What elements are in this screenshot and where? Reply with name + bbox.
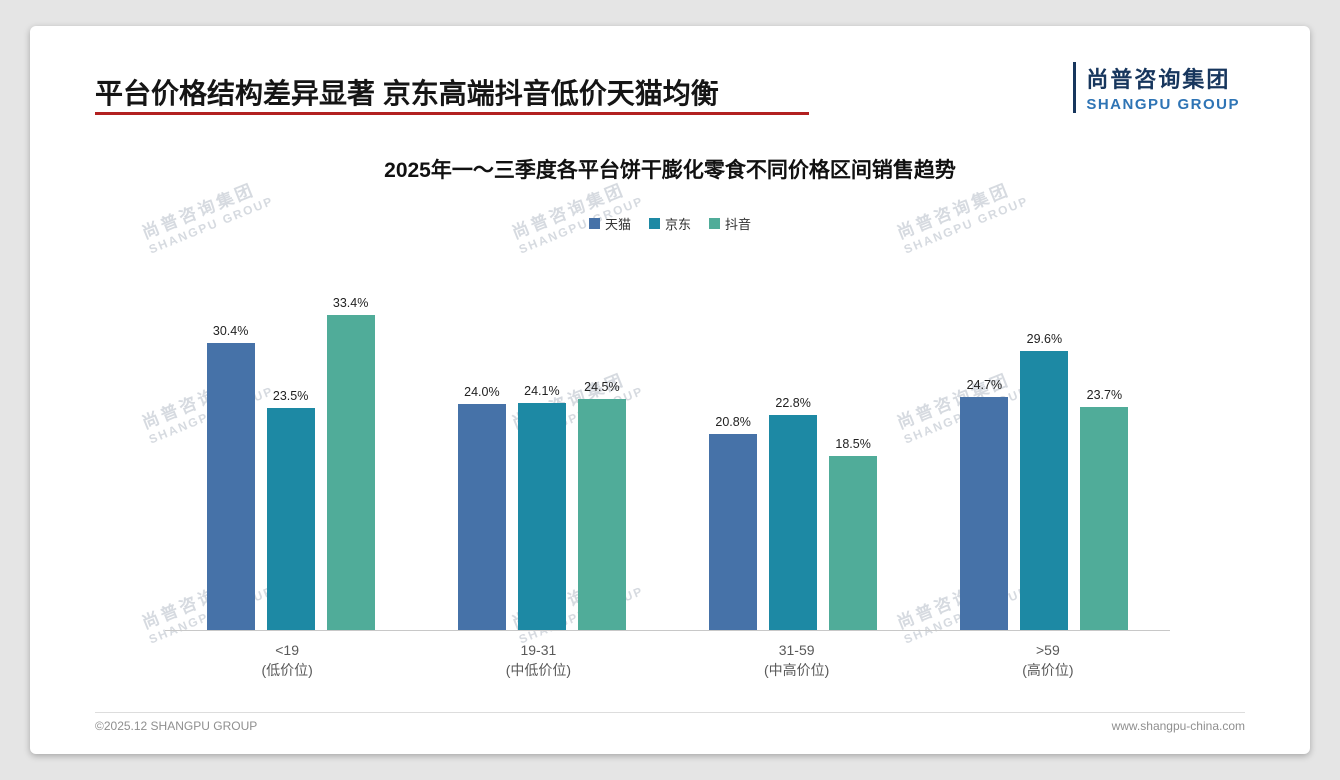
bar-value-label: 24.1% [524, 383, 560, 398]
legend-label: 京东 [664, 217, 691, 232]
category-range: 31-59 [778, 642, 815, 658]
category-range: >59 [1035, 642, 1060, 658]
company-logo: 尚普咨询集团 SHANGPU GROUP [1073, 62, 1240, 113]
chart-legend: 天猫 京东 抖音 [30, 214, 1310, 233]
bar-wrap: 33.4% [326, 296, 375, 630]
legend-item-天猫: 天猫 [588, 214, 631, 233]
slide-content: 平台价格结构差异显著 京东高端抖音低价天猫均衡 尚普咨询集团 SHANGPU G… [30, 26, 1310, 754]
bar-抖音->59 [1080, 406, 1129, 630]
category-range: <19 [275, 642, 299, 658]
bar-group->59: 24.7% 29.6% 23.7% [960, 331, 1129, 630]
category-axis: <19 (低价位) 19-31 (中低价位) 31-59 (中高价位) >59 (高价位) [165, 631, 1170, 681]
category-range: 19-31 [520, 642, 557, 658]
bar-京东->59 [1020, 350, 1069, 630]
category-label-31-59: 31-59 (中高价位) [764, 640, 829, 681]
bar-value-label: 20.8% [715, 414, 751, 429]
bar-value-label: 22.8% [775, 396, 811, 410]
slide-card: 尚普咨询集团 SHANGPU GROUP 尚普咨询集团 SHANGPU GROUP 尚普… [30, 26, 1310, 754]
bar-value-label: 24.0% [464, 384, 500, 399]
bar-天猫-19-31 [457, 403, 506, 630]
logo-chinese-name: 尚普咨询集团 [1086, 67, 1231, 92]
slide-title: 平台价格结构差异显著 京东高端抖音低价天猫均衡 [95, 78, 719, 109]
bar-wrap: 29.6% [1020, 331, 1069, 630]
legend-label: 抖音 [725, 217, 752, 232]
legend-item-抖音: 抖音 [709, 214, 751, 233]
footer-divider [95, 712, 1245, 713]
title-underline [95, 112, 809, 115]
footer-copyright: ©2025.12 SHANGPU GROUP [95, 719, 258, 733]
category-label->59: >59 (高价位) [1022, 640, 1073, 681]
bar-value-label: 23.5% [272, 389, 309, 404]
bar-wrap: 20.8% [709, 414, 758, 630]
bar-value-label: 24.7% [966, 378, 1003, 393]
bar-value-label: 18.5% [835, 436, 871, 451]
bar-wrap: 30.4% [206, 324, 255, 630]
bar-value-label: 23.7% [1086, 387, 1123, 402]
bar-天猫-31-59 [709, 433, 758, 630]
bar-wrap: 22.8% [769, 396, 818, 630]
legend-label: 天猫 [604, 217, 631, 232]
bar-wrap: 24.1% [517, 383, 566, 630]
category-label-19-31: 19-31 (中低价位) [506, 640, 571, 681]
bar-天猫->59 [960, 397, 1009, 630]
legend-swatch [588, 218, 600, 229]
bar-wrap: 23.5% [266, 389, 315, 630]
category-tier: (中低价位) [505, 662, 572, 679]
bar-wrap: 24.0% [457, 384, 506, 630]
bar-京东-19-31 [517, 402, 566, 630]
bar-value-label: 33.4% [332, 296, 369, 311]
bar-天猫-<19 [206, 343, 255, 630]
bar-value-label: 24.5% [584, 380, 620, 394]
bar-wrap: 24.7% [960, 378, 1009, 630]
legend-swatch [648, 218, 660, 229]
plot-area: 30.4% 23.5% 33.4% 24.0% 24.1% 24.5% 20.8% 22.8%… [165, 288, 1170, 631]
bar-group-31-59: 20.8% 22.8% 18.5% [709, 396, 878, 630]
category-tier: (低价位) [261, 662, 313, 679]
bar-wrap: 18.5% [829, 436, 878, 630]
category-label-<19: <19 (低价位) [261, 640, 312, 681]
legend-swatch [709, 218, 720, 229]
chart-title: 2025年一～三季度各平台饼干膨化零食不同价格区间销售趋势 [384, 159, 956, 182]
legend-item-京东: 京东 [648, 214, 691, 233]
bar-value-label: 29.6% [1026, 331, 1063, 346]
bar-value-label: 30.4% [212, 324, 249, 339]
bar-京东-<19 [266, 408, 315, 630]
logo-english-name: SHANGPU GROUP [1086, 96, 1240, 113]
bar-抖音-19-31 [577, 399, 626, 630]
bar-抖音-<19 [326, 315, 375, 630]
category-tier: (高价位) [1022, 662, 1074, 679]
bar-chart: 30.4% 23.5% 33.4% 24.0% 24.1% 24.5% 20.8% 22.8%… [165, 288, 1170, 681]
bar-京东-31-59 [769, 415, 818, 630]
footer-website: www.shangpu-china.com [1111, 719, 1245, 733]
category-tier: (中高价位) [763, 662, 830, 679]
bar-group-19-31: 24.0% 24.1% 24.5% [457, 380, 626, 630]
bar-抖音-31-59 [829, 455, 878, 630]
bar-group-<19: 30.4% 23.5% 33.4% [206, 296, 375, 630]
bar-wrap: 23.7% [1080, 387, 1129, 630]
bar-wrap: 24.5% [577, 380, 626, 630]
